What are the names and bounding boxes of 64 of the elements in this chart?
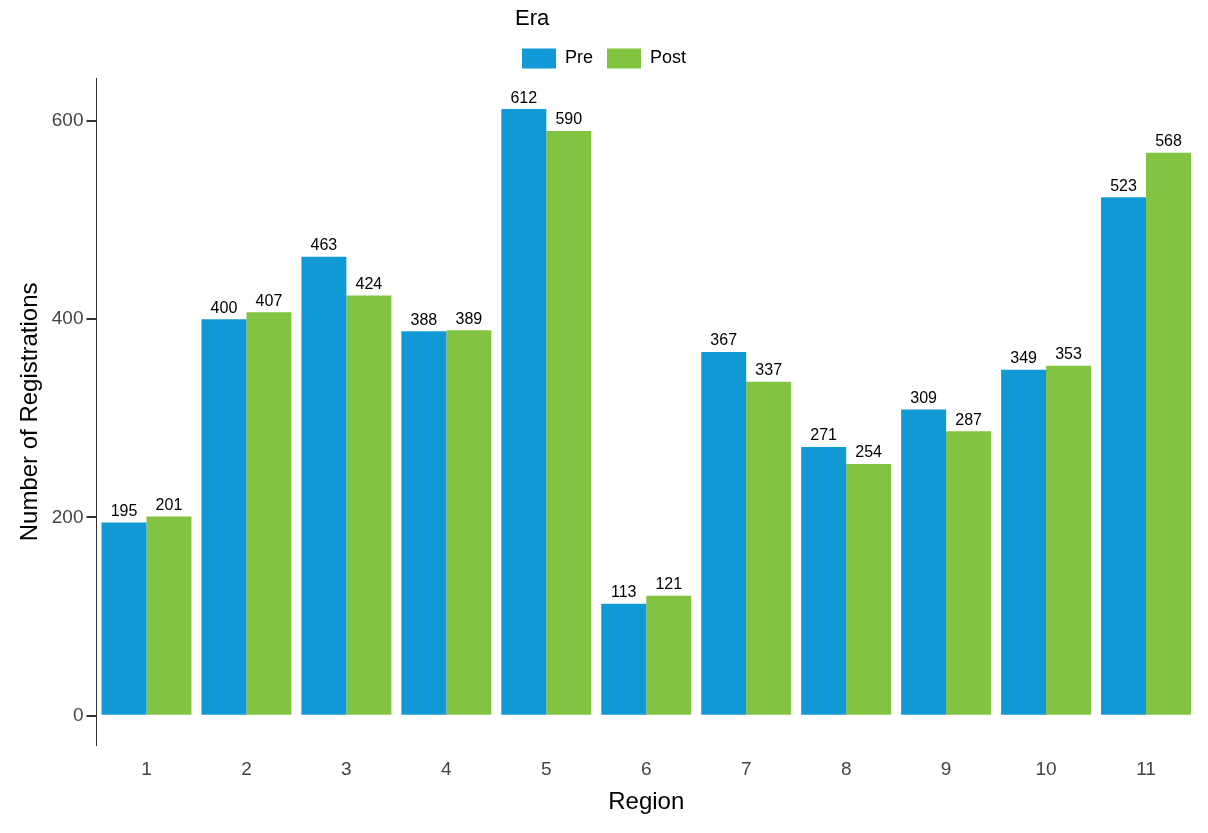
data-label: 201 [155,495,183,513]
data-label: 195 [110,501,138,519]
x-tick-label: 10 [1035,758,1057,780]
x-tick-label: 6 [640,758,652,780]
data-label: 400 [210,298,238,316]
bar [801,447,847,715]
y-tick-label: 0 [72,703,84,725]
x-tick-label: 2 [241,758,252,780]
bar [601,603,647,715]
data-label: 287 [955,410,983,428]
x-tick-label: 5 [541,758,552,780]
data-label: 389 [455,309,483,327]
x-tick-label: 4 [441,758,453,780]
y-tick-label: 600 [51,109,84,131]
bar [246,312,292,715]
data-label: 353 [1055,345,1082,363]
bar [201,319,247,715]
bar [1146,152,1191,715]
x-tick-label: 3 [341,758,352,780]
legend-label: Post [650,47,687,68]
bar [646,595,692,715]
data-label: 388 [410,310,438,328]
bar [346,295,392,715]
data-label: 271 [810,426,838,444]
x-tick-label: 9 [940,758,952,780]
legend-label: Pre [564,47,593,68]
y-axis-title: Number of Registrations [15,282,43,542]
bar [301,256,347,715]
data-label: 309 [910,388,938,406]
bar [546,130,592,715]
bar [946,431,992,715]
bar [1001,369,1047,715]
bar [1046,365,1092,715]
data-label: 367 [710,331,738,349]
bar [701,351,747,715]
x-tick-label: 8 [840,758,852,780]
bar [901,409,947,715]
data-label: 113 [611,583,637,601]
data-label: 568 [1155,132,1182,150]
bar [846,463,892,715]
x-tick-label: 7 [740,758,752,780]
data-label: 349 [1010,349,1038,367]
bar [446,330,492,715]
bar [101,522,147,715]
x-axis-title: Region [608,787,685,815]
data-label: 407 [255,291,283,309]
bar [501,109,547,715]
bar [746,381,792,715]
x-tick-label: 1 [141,758,152,780]
data-label: 590 [555,110,583,128]
legend-title: Era [514,5,550,31]
y-tick-label: 200 [51,505,84,527]
bar [401,331,447,715]
data-label: 337 [755,361,783,379]
x-tick-label: 11 [1136,758,1156,780]
data-label: 254 [855,443,883,461]
data-label: 523 [1110,176,1137,194]
bar [146,516,192,715]
data-label: 424 [355,274,383,292]
data-label: 612 [510,88,538,106]
data-label: 121 [655,575,683,593]
data-label: 463 [310,236,338,254]
y-tick-label: 400 [51,307,84,329]
bar [1101,197,1147,715]
